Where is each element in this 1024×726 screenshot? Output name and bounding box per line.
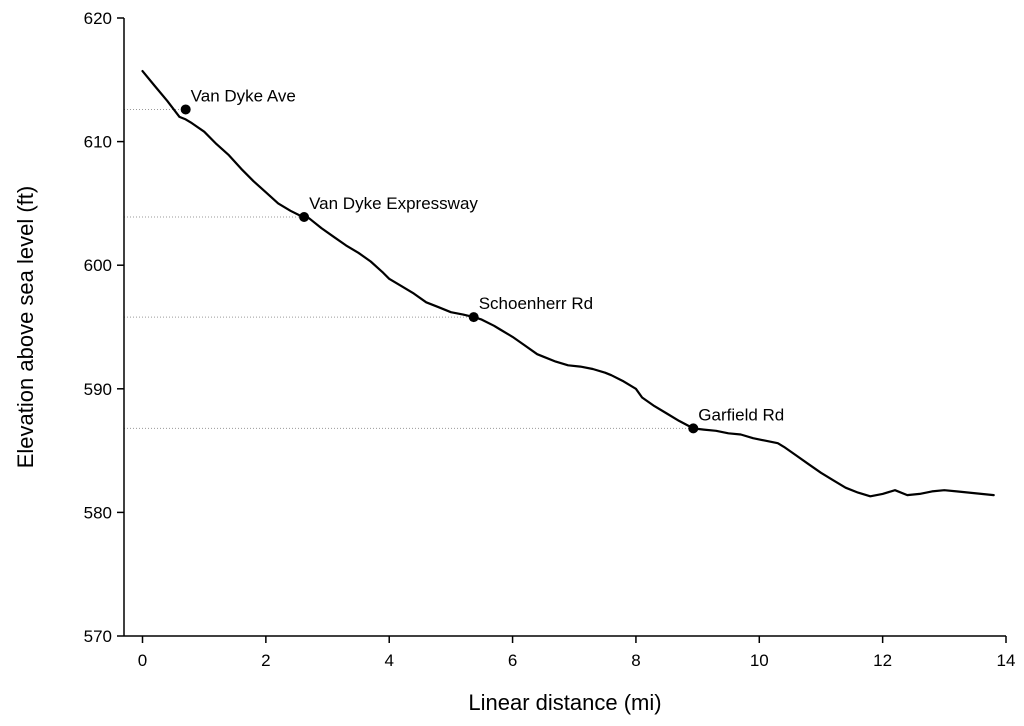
y-tick-label: 600 — [84, 256, 112, 275]
annotation-label: Garfield Rd — [698, 405, 784, 424]
y-tick-label: 610 — [84, 133, 112, 152]
y-tick-label: 570 — [84, 627, 112, 646]
y-tick-label: 590 — [84, 380, 112, 399]
annotations: Van Dyke Ave Van Dyke Expressway Schoenher… — [180, 86, 784, 434]
reference-lines — [124, 108, 694, 429]
annotation-point — [688, 423, 699, 434]
x-tick-label: 10 — [750, 651, 769, 670]
x-tick-label: 6 — [508, 651, 517, 670]
x-axis-title: Linear distance (mi) — [468, 690, 661, 715]
y-ticks: 570 580 590 600 610 620 — [84, 9, 124, 646]
y-axis-title: Elevation above sea level (ft) — [13, 186, 38, 469]
annotation-label: Van Dyke Expressway — [309, 194, 478, 213]
annotation-point — [299, 211, 310, 222]
annotation-label: Schoenherr Rd — [479, 294, 593, 313]
x-tick-label: 0 — [138, 651, 147, 670]
y-tick-label: 580 — [84, 503, 112, 522]
x-tick-label: 2 — [261, 651, 270, 670]
x-tick-label: 14 — [997, 651, 1016, 670]
series-line-group — [141, 69, 995, 498]
y-tick-label: 620 — [84, 9, 112, 28]
x-tick-label: 12 — [873, 651, 892, 670]
x-tick-label: 8 — [631, 651, 640, 670]
x-tick-label: 4 — [384, 651, 393, 670]
annotation-point — [468, 312, 479, 323]
axes — [123, 18, 1006, 637]
x-ticks: 0 2 4 6 8 10 12 14 — [138, 636, 1016, 670]
annotation-label: Van Dyke Ave — [191, 86, 296, 105]
series-line — [141, 69, 995, 498]
annotation-point — [180, 104, 191, 115]
